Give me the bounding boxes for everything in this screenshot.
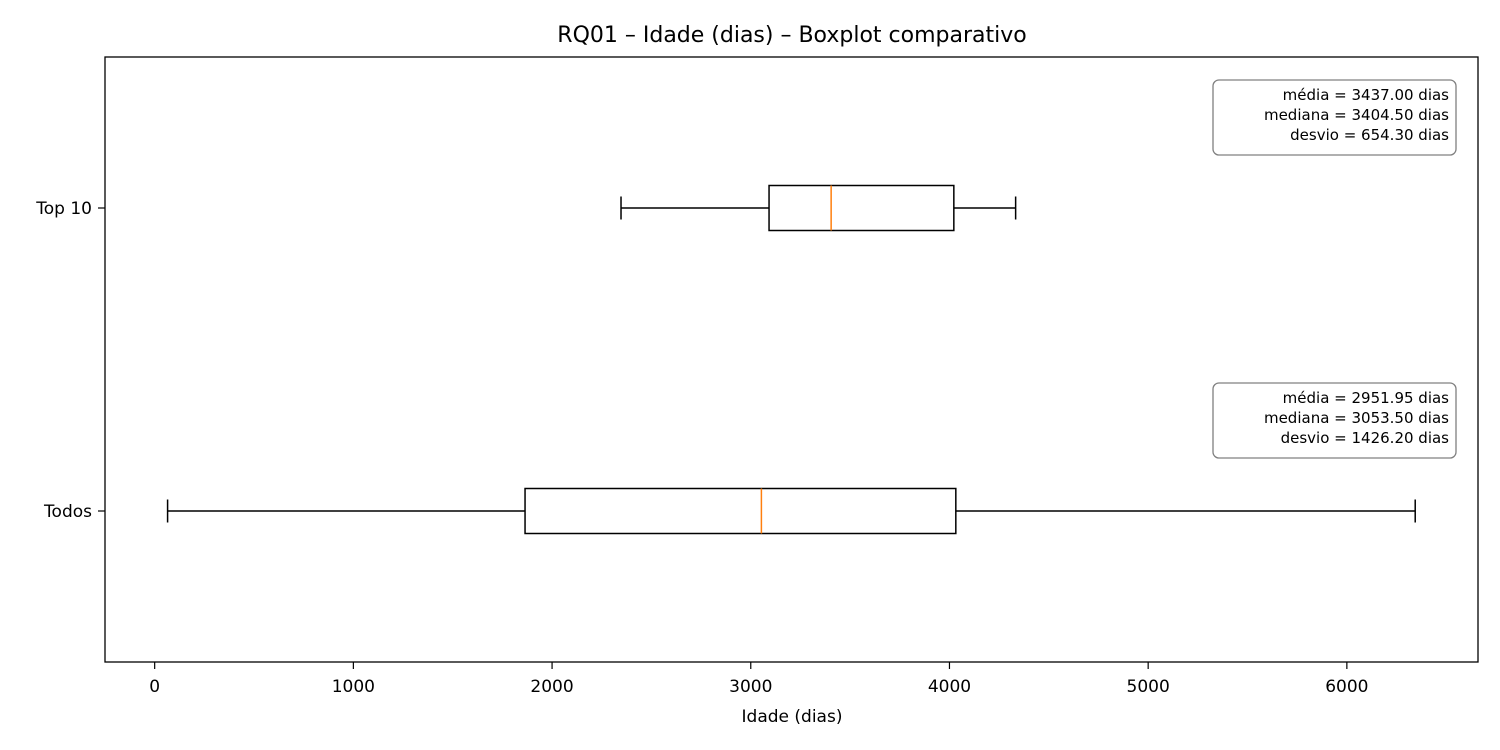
chart-title: RQ01 – Idade (dias) – Boxplot comparativ… — [557, 23, 1026, 48]
x-tick-label: 0 — [149, 677, 160, 697]
stats-text-line: desvio = 1426.20 dias — [1281, 429, 1450, 447]
x-tick-label: 5000 — [1127, 677, 1170, 697]
plot-area: média = 3437.00 dias mediana = 3404.50 di… — [166, 79, 1457, 535]
x-tick-label: 2000 — [530, 677, 573, 697]
box-iqr — [768, 184, 955, 232]
plot-frame — [104, 56, 1479, 663]
stats-text-line: mediana = 3053.50 dias — [1264, 409, 1449, 427]
y-tick-label: Todos — [43, 502, 92, 522]
stats-box — [1212, 382, 1457, 459]
x-tick-label: 4000 — [928, 677, 971, 697]
stats-box — [1212, 79, 1457, 156]
y-tick-label: Top 10 — [35, 199, 92, 219]
box-iqr — [524, 487, 957, 535]
stats-text-line: média = 3437.00 dias — [1283, 86, 1450, 104]
stats-text-line: desvio = 654.30 dias — [1290, 126, 1449, 144]
x-axis-label: Idade (dias) — [742, 707, 843, 727]
stats-text-line: média = 2951.95 dias — [1283, 389, 1450, 407]
x-tick-label: 1000 — [332, 677, 375, 697]
x-tick-label: 3000 — [729, 677, 772, 697]
x-tick-label: 6000 — [1325, 677, 1368, 697]
stats-text-line: mediana = 3404.50 dias — [1264, 106, 1449, 124]
